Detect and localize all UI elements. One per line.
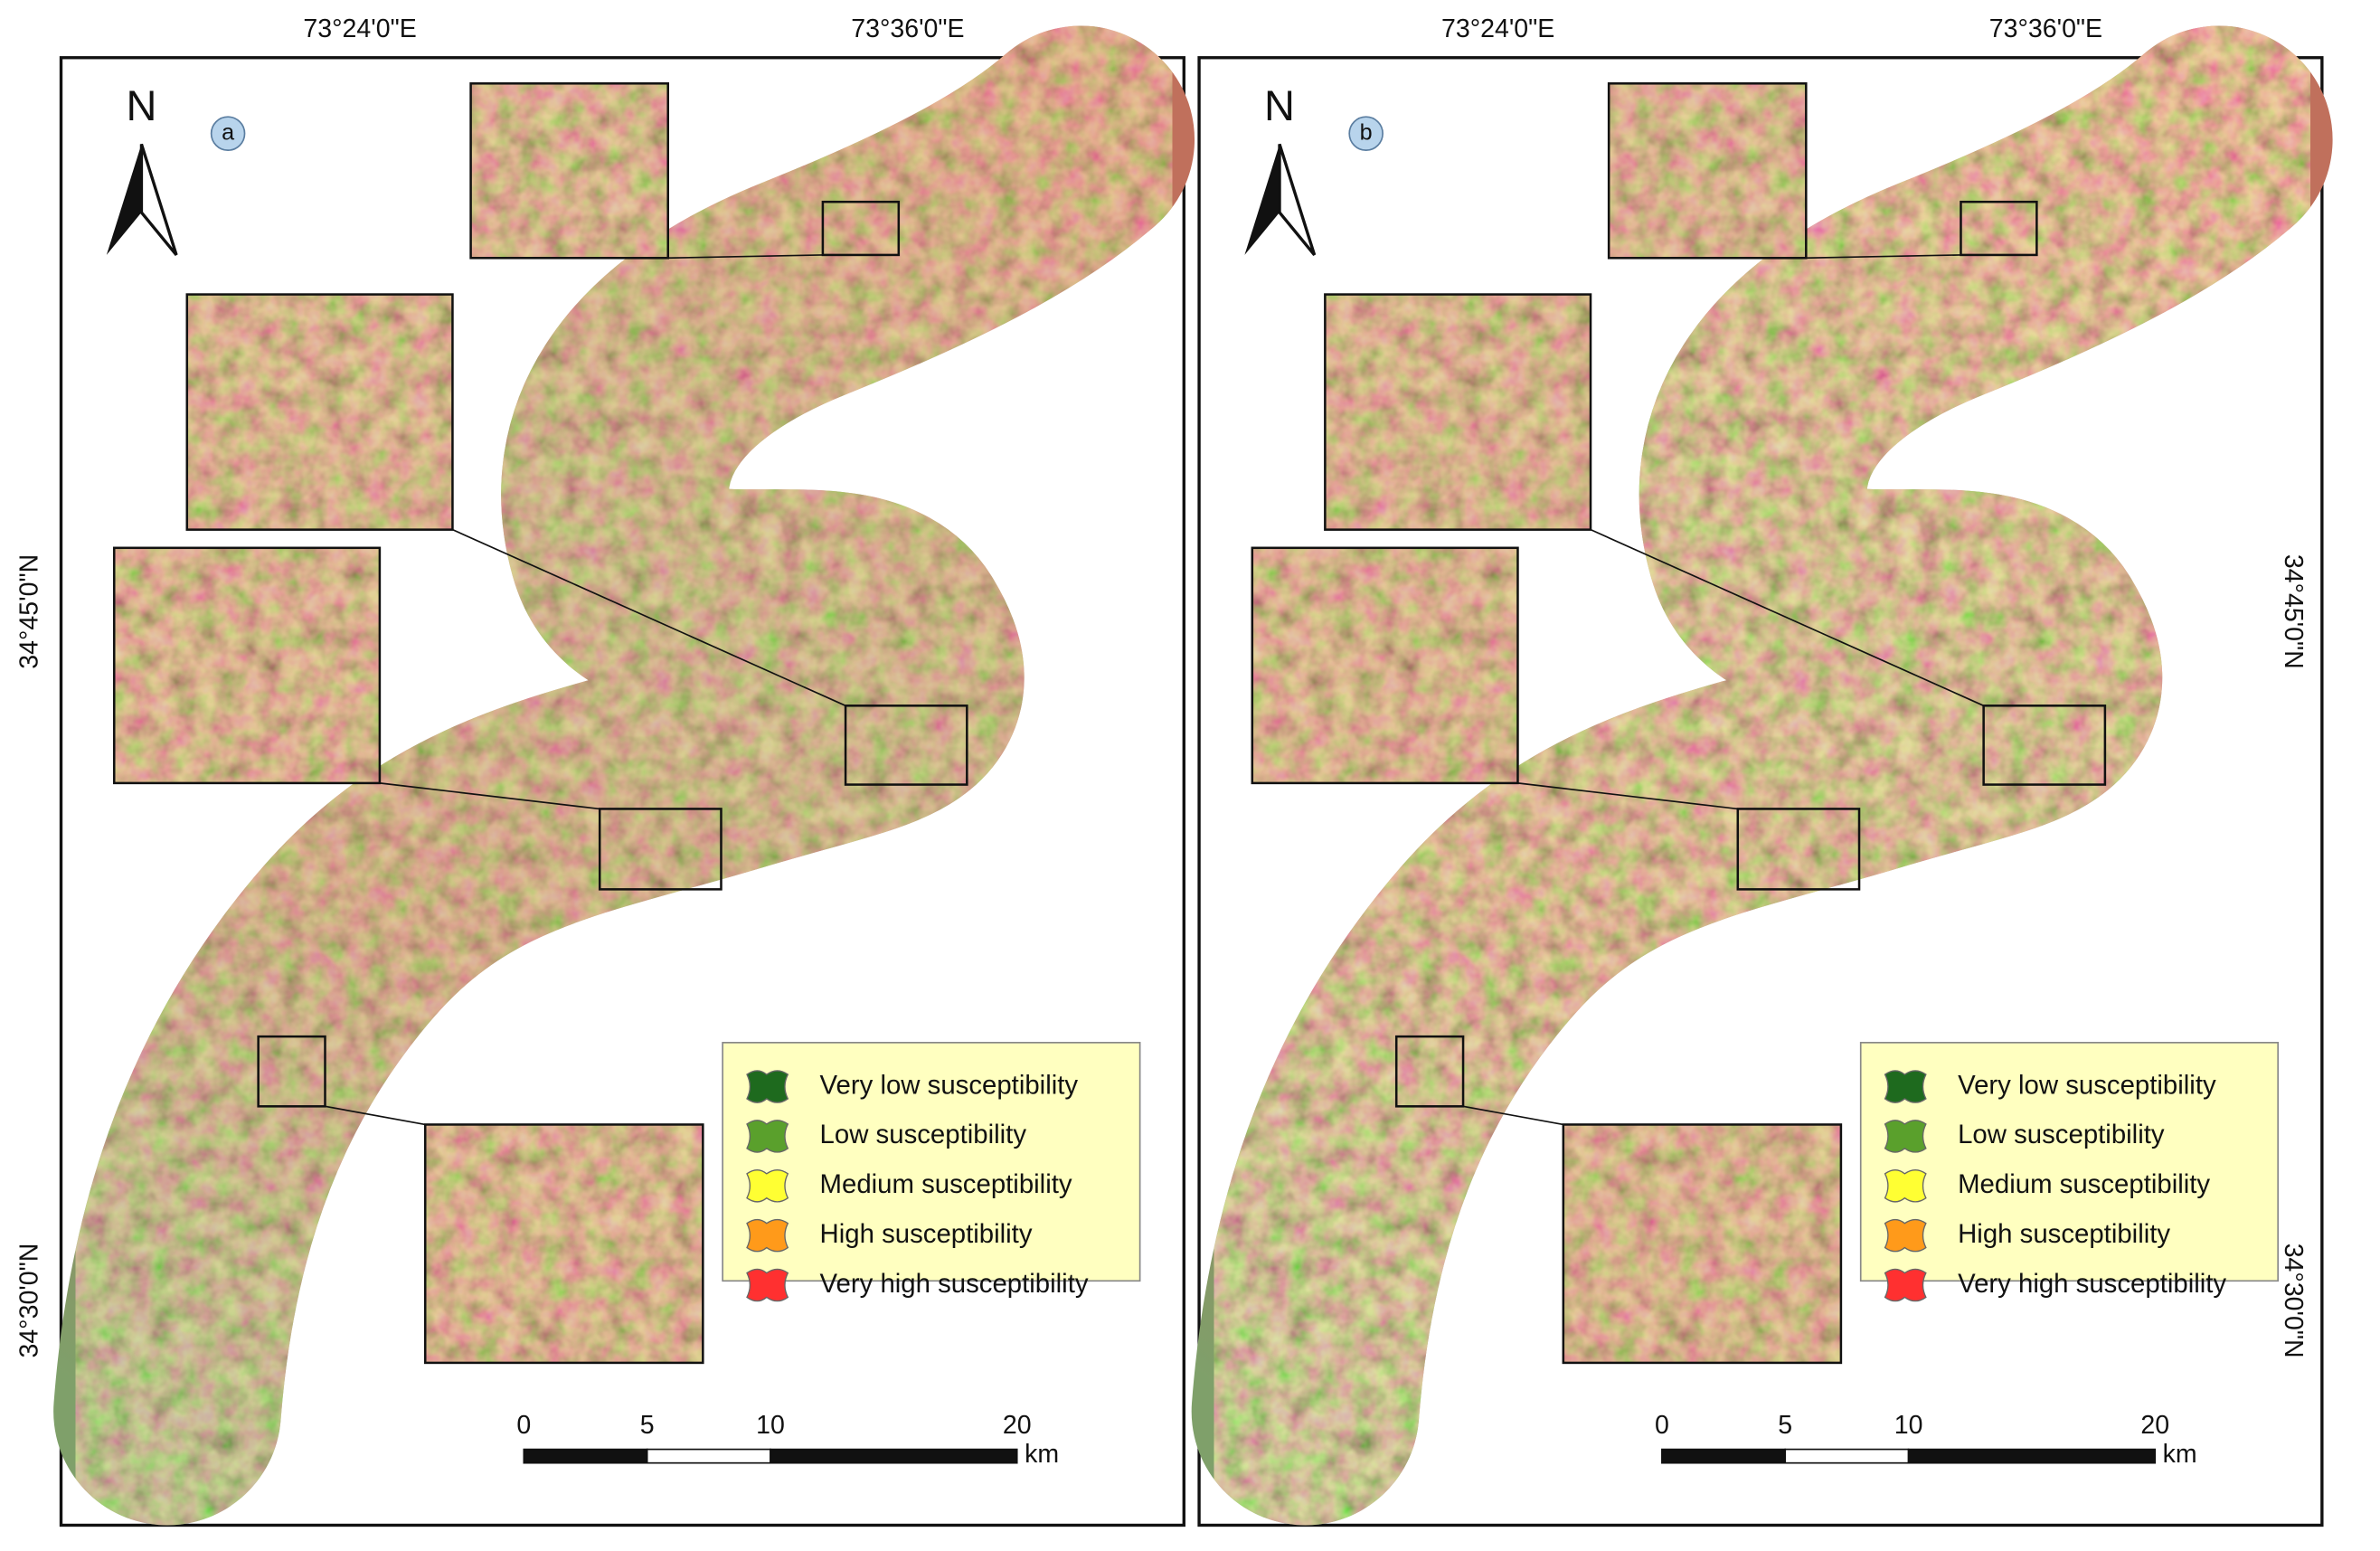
north-label: N	[1264, 81, 1295, 129]
inset-frame	[112, 546, 382, 785]
map-panel: 73°24'0"E 73°36'0"E 34°45'0"N 34°30'0"N Na Ve…	[14, 14, 1195, 1527]
inset-connector	[1462, 1105, 1563, 1126]
legend-label: Very low susceptibility	[820, 1070, 1079, 1100]
scale-segment	[646, 1448, 771, 1464]
longitude-label: 73°24'0"E	[303, 14, 416, 43]
inset-locator	[1394, 1035, 1465, 1108]
legend-swatch	[746, 1120, 789, 1153]
scale-tick-label: 5	[640, 1411, 655, 1440]
legend-label: Very high susceptibility	[820, 1269, 1089, 1299]
longitude-label: 73°36'0"E	[1989, 14, 2102, 43]
inset-locator	[1736, 808, 1861, 891]
inset-frame	[469, 82, 669, 260]
longitude-label: 73°36'0"E	[851, 14, 964, 43]
panel-badge	[210, 116, 246, 151]
inset-locator	[844, 705, 968, 786]
inset-zoom-texture	[425, 1124, 704, 1363]
panel-label: b	[1360, 119, 1373, 145]
scale-tick-label: 5	[1778, 1411, 1792, 1440]
inset-locator	[1982, 705, 2107, 786]
legend-box	[722, 1042, 1141, 1282]
scale-tick-label: 10	[1894, 1411, 1923, 1440]
legend-swatch	[1884, 1070, 1927, 1103]
legend-label: Very low susceptibility	[1958, 1070, 2216, 1100]
legend-label: Very high susceptibility	[1958, 1269, 2226, 1299]
latitude-label: 34°30'0"N	[14, 1244, 43, 1358]
inset-frame	[1562, 1123, 1843, 1365]
north-arrow	[1278, 143, 1317, 256]
inset-frame	[423, 1123, 704, 1365]
inset-zoom-texture	[1609, 83, 1807, 259]
scale-segment	[523, 1448, 648, 1464]
inset-zoom-texture	[1563, 1124, 1841, 1363]
inset-zoom-texture	[114, 547, 380, 783]
inset-locator	[598, 808, 722, 891]
legend-swatch	[1884, 1218, 1927, 1253]
legend-swatch	[746, 1218, 789, 1253]
legend-swatch	[746, 1268, 789, 1302]
latitude-label: 34°30'0"N	[2279, 1244, 2308, 1358]
inset-zoom-texture	[1325, 294, 1591, 530]
inset-frame	[1324, 293, 1592, 531]
inset-connector	[1590, 528, 1984, 707]
latitude-label: 34°45'0"N	[14, 554, 43, 669]
scale-tick-label: 20	[1003, 1411, 1032, 1440]
inset-connector	[667, 254, 823, 260]
legend-label: High susceptibility	[1958, 1219, 2170, 1249]
inset-connector	[325, 1105, 426, 1126]
legend-label: Low susceptibility	[820, 1120, 1027, 1149]
legend-label: Medium susceptibility	[1958, 1169, 2210, 1199]
scale-segment	[1784, 1448, 1910, 1464]
inset-locator	[257, 1035, 326, 1108]
north-label: N	[126, 81, 156, 129]
inset-connector	[1517, 782, 1738, 810]
inset-zoom-texture	[1251, 547, 1518, 783]
inset-connector	[452, 528, 846, 707]
scale-segment	[770, 1448, 1018, 1464]
scale-segment	[1661, 1448, 1787, 1464]
latitude-label: 34°45'0"N	[2279, 554, 2308, 669]
scale-unit: km	[1025, 1440, 1059, 1469]
inset-frame	[185, 293, 454, 531]
study-area-texture	[1191, 25, 2333, 1526]
inset-frame	[1251, 546, 1519, 785]
map-panel: 73°24'0"E 73°36'0"E 34°45'0"N 34°30'0"N Nb Ve…	[1191, 14, 2333, 1527]
scale-tick-label: 10	[756, 1411, 785, 1440]
legend-box	[1859, 1042, 2280, 1282]
scale-segment	[1907, 1448, 2157, 1464]
scale-unit: km	[2163, 1440, 2197, 1469]
scale-tick-label: 0	[516, 1411, 531, 1440]
inset-locator	[821, 200, 901, 257]
legend-swatch	[1884, 1120, 1927, 1153]
inset-locator	[1960, 200, 2038, 257]
legend-swatch	[1884, 1268, 1927, 1302]
legend-label: Low susceptibility	[1958, 1120, 2165, 1149]
legend-label: High susceptibility	[820, 1219, 1033, 1249]
inset-zoom-texture	[186, 294, 453, 530]
inset-connector	[379, 782, 600, 810]
legend-swatch	[1884, 1168, 1927, 1203]
inset-zoom-texture	[470, 83, 668, 259]
north-arrow	[139, 143, 178, 256]
legend-swatch	[746, 1168, 789, 1203]
longitude-label: 73°24'0"E	[1441, 14, 1554, 43]
inset-connector	[1806, 254, 1961, 260]
panel-badge	[1348, 116, 1384, 151]
legend-label: Medium susceptibility	[820, 1169, 1072, 1199]
legend-swatch	[746, 1070, 789, 1103]
study-area-texture	[53, 25, 1195, 1526]
panel-label: a	[222, 119, 234, 145]
scale-tick-label: 20	[2140, 1411, 2169, 1440]
inset-frame	[1607, 82, 1808, 260]
scale-tick-label: 0	[1655, 1411, 1669, 1440]
